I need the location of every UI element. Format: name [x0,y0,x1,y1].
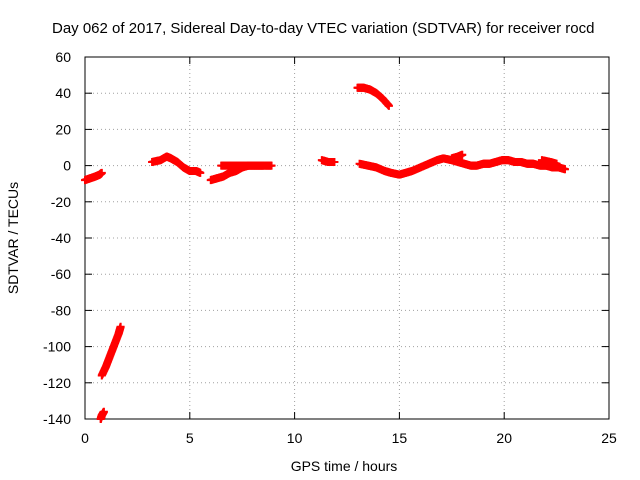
y-tick-label: 40 [55,85,71,101]
y-tick-label: 60 [55,49,71,65]
y-tick-label: -60 [51,266,71,282]
data-point [259,161,268,170]
data-point [560,165,569,174]
data-point [116,322,125,331]
data-point [99,407,108,416]
plot-frame [84,56,610,420]
x-tick-label: 15 [392,430,408,446]
y-tick-label: -140 [43,411,71,427]
x-axis-ticks: 0 5 10 15 20 25 [81,57,617,446]
plot-border [84,56,610,420]
x-tick-label: 25 [601,430,617,446]
y-axis-ticks: -140 -120 -100 -80 -60 -40 -20 0 20 40 60 [43,49,609,427]
x-tick-label: 0 [81,430,89,446]
y-tick-label: -100 [43,339,71,355]
data-point [97,168,106,177]
y-tick-label: -20 [51,194,71,210]
y-tick-label: -80 [51,302,71,318]
y-tick-label: 20 [55,121,71,137]
x-tick-label: 5 [186,430,194,446]
y-tick-label: -40 [51,230,71,246]
x-tick-label: 20 [496,430,512,446]
y-axis-label: SDTVAR / TECUs [5,182,21,294]
data-point [384,101,393,110]
data-point [196,168,205,177]
y-tick-label: -120 [43,375,71,391]
data-points [81,83,569,423]
x-axis-label: GPS time / hours [291,458,398,474]
data-point [458,150,467,159]
chart-title: Day 062 of 2017, Sidereal Day-to-day VTE… [52,20,595,37]
y-tick-label: 0 [63,158,71,174]
data-point [330,157,339,166]
data-point [552,159,561,168]
x-tick-label: 10 [287,430,303,446]
data-point [267,161,276,170]
grid [85,57,609,419]
